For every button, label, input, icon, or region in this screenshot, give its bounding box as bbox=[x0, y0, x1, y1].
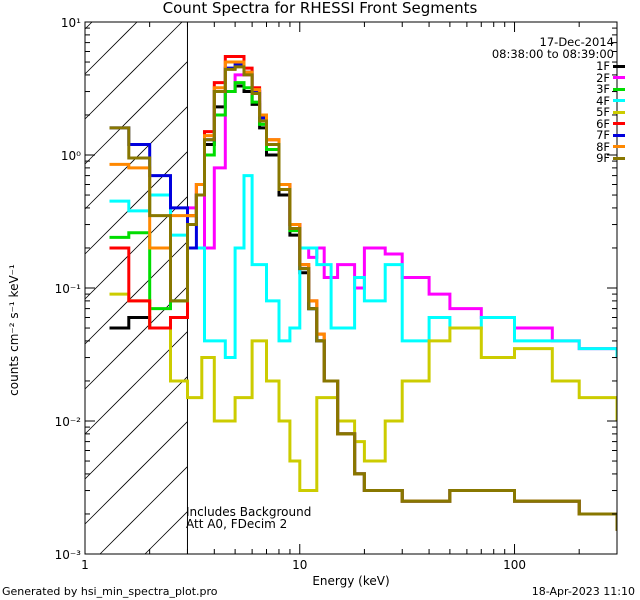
y-tick-label: 10⁰ bbox=[61, 149, 81, 163]
hatch-line bbox=[84, 151, 188, 255]
legend-swatch bbox=[613, 99, 625, 102]
legend-swatch bbox=[613, 133, 625, 137]
legend-label: 7F bbox=[596, 128, 610, 142]
background-hatch-region bbox=[84, 21, 188, 555]
legend-swatch bbox=[613, 76, 625, 79]
footer-timestamp: 18-Apr-2023 11:10 bbox=[531, 585, 635, 598]
hatch-line bbox=[84, 376, 188, 480]
hatch-line bbox=[84, 61, 188, 165]
y-tick-label: 10⁻¹ bbox=[55, 282, 82, 296]
y-axis-label: counts cm⁻² s⁻¹ keV⁻¹ bbox=[7, 264, 21, 396]
series-line-5F bbox=[109, 292, 617, 492]
plot-frame bbox=[84, 21, 618, 555]
legend-label: 2F bbox=[596, 70, 610, 85]
footer-generated-by: Generated by hsi_min_spectra_plot.pro bbox=[2, 585, 218, 598]
legend-label: 6F bbox=[596, 116, 610, 131]
series-line-3F bbox=[109, 81, 617, 531]
legend-item-4F: 4F bbox=[596, 93, 625, 108]
legend-item-7F: 7F bbox=[596, 128, 625, 142]
legend-label: 1F bbox=[596, 59, 610, 73]
hatch-line bbox=[144, 511, 188, 555]
legend-item-3F: 3F bbox=[596, 82, 625, 96]
annotation-attenuator: Att A0, FDecim 2 bbox=[186, 517, 288, 531]
legend-item-5F: 5F bbox=[596, 105, 625, 119]
observation-date: 17-Dec-2014 bbox=[539, 35, 614, 49]
y-tick-label: 10⁻³ bbox=[55, 548, 82, 562]
annotation-background: Includes Background bbox=[186, 505, 312, 519]
legend-swatch bbox=[613, 87, 625, 91]
x-tick-label: 1 bbox=[81, 558, 89, 572]
hatch-line bbox=[84, 241, 188, 345]
series-line-1F bbox=[109, 84, 617, 531]
legend-item-9F: 9F bbox=[596, 151, 625, 165]
y-tick-label: 10⁻² bbox=[55, 415, 82, 429]
legend-label: 3F bbox=[596, 82, 610, 96]
legend-item-1F: 1F bbox=[596, 59, 625, 73]
legend-swatch bbox=[613, 64, 625, 68]
legend-label: 5F bbox=[596, 105, 610, 119]
legend-swatch bbox=[613, 156, 625, 160]
x-tick-label: 100 bbox=[503, 558, 526, 572]
legend-item-8F: 8F bbox=[596, 139, 625, 154]
x-axis-label: Energy (keV) bbox=[312, 574, 390, 588]
hatch-line bbox=[84, 21, 183, 120]
chart-title: Count Spectra for RHESSI Front Segments bbox=[162, 0, 478, 17]
legend-swatch bbox=[613, 110, 625, 114]
hatch-line bbox=[84, 421, 188, 525]
x-tick-label: 10 bbox=[292, 558, 307, 572]
legend-swatch bbox=[613, 145, 625, 148]
legend-label: 4F bbox=[596, 93, 610, 108]
y-tick-label: 10¹ bbox=[61, 16, 81, 30]
legend-label: 9F bbox=[596, 151, 610, 165]
observation-time-range: 08:38:00 to 08:39:00 bbox=[491, 47, 614, 61]
hatch-line bbox=[84, 331, 188, 435]
hatch-line bbox=[84, 21, 138, 75]
legend-label: 8F bbox=[596, 139, 610, 154]
legend-item-2F: 2F bbox=[596, 70, 625, 85]
hatch-line bbox=[99, 466, 188, 555]
legend-swatch bbox=[613, 122, 625, 125]
legend-item-6F: 6F bbox=[596, 116, 625, 131]
series-line-9F bbox=[109, 65, 617, 531]
